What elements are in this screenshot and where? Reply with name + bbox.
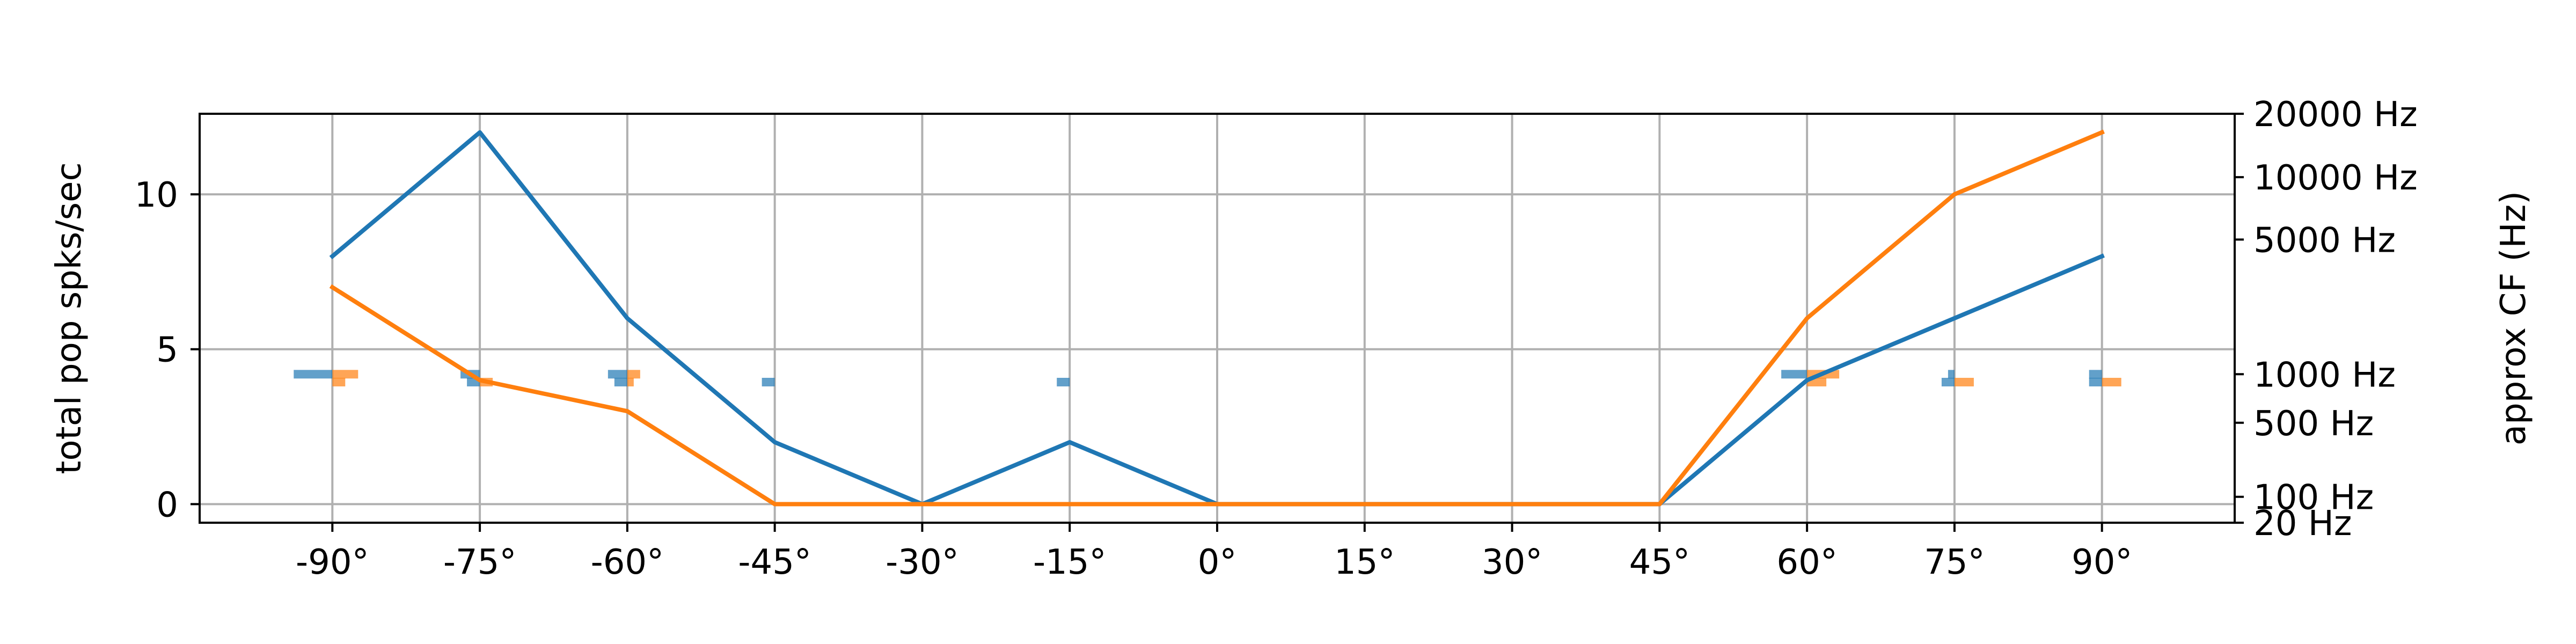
cf-hist-bar-blue [608, 370, 627, 379]
cf-hist-bar-blue [614, 378, 627, 387]
cf-hist-bar-blue [762, 378, 775, 387]
x-tick-label: 90° [2072, 543, 2132, 582]
y2-tick-label: 20000 Hz [2253, 95, 2418, 135]
cf-hist-bar-blue [2089, 370, 2102, 379]
x-tick-label: -75° [443, 543, 517, 582]
y2-tick-label: 5000 Hz [2253, 221, 2396, 260]
x-tick-label: 75° [1924, 543, 1985, 582]
x-tick-label: 45° [1629, 543, 1690, 582]
x-tick-label: 15° [1334, 543, 1395, 582]
y-axis-label: total pop spks/sec [49, 162, 89, 474]
cf-hist-bar-orange [332, 370, 358, 379]
y2-tick-label: 100 Hz [2253, 478, 2374, 518]
cf-hist-bar-blue [1781, 370, 1807, 379]
axis-layer: -90° -75° -60° -45° -30° -15° 0° 15° 30° 45° 60° 75… [135, 95, 2418, 582]
cf-hist-bar-orange [627, 370, 640, 379]
y2-tick-label: 500 Hz [2253, 404, 2374, 444]
x-tick-label: -45° [738, 543, 811, 582]
cf-hist-bar-blue [1941, 378, 1955, 387]
cf-hist-bar-orange [627, 378, 634, 387]
x-tick-label: -30° [885, 543, 959, 582]
x-tick-label: -15° [1033, 543, 1107, 582]
x-tick-label: -60° [591, 543, 664, 582]
y-tick-label: 10 [135, 175, 178, 215]
cf-hist-bar-blue [294, 370, 333, 379]
cf-hist-bar-blue [1948, 370, 1955, 379]
series-line-2 [329, 129, 2105, 507]
y2-tick-label: 1000 Hz [2253, 355, 2396, 395]
x-tick-label: 0° [1198, 543, 1237, 582]
x-tick-label: 60° [1776, 543, 1837, 582]
x-tick-label: -90° [296, 543, 369, 582]
cf-hist-bar-orange [2102, 378, 2121, 387]
cf-hist-bar-orange [1954, 378, 1974, 387]
cf-hist-bar-orange [332, 378, 346, 387]
y-tick-label: 0 [156, 485, 178, 525]
y2-tick-label: 20 Hz [2253, 504, 2352, 544]
cf-hist-bar-blue [2089, 378, 2102, 387]
cf-hist-bar-blue [1057, 378, 1070, 387]
series-layer [329, 129, 2105, 507]
y2-axis-label: approx CF (Hz) [2494, 191, 2534, 445]
y2-tick-label: 10000 Hz [2253, 158, 2418, 198]
x-tick-label: 30° [1482, 543, 1542, 582]
y-tick-label: 5 [156, 331, 178, 370]
